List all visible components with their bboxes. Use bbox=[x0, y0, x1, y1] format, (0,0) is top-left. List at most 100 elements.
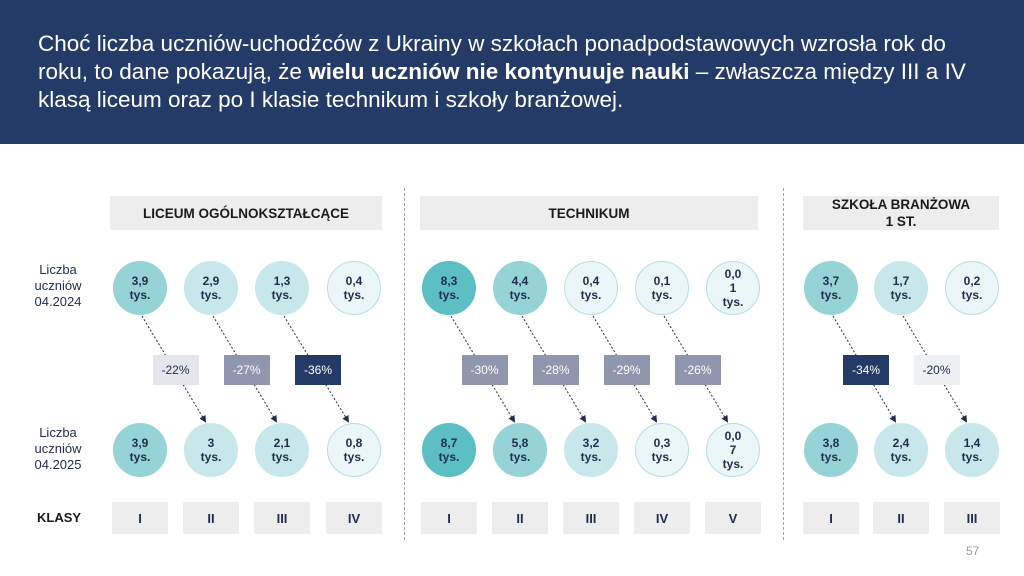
student-count-text: tys. bbox=[129, 288, 151, 302]
student-count-text: tys. bbox=[722, 457, 744, 471]
student-count-text: 1 bbox=[729, 281, 737, 295]
student-count-text: 2,9 bbox=[202, 274, 220, 288]
student-count-text: tys. bbox=[820, 288, 842, 302]
student-count-text: 2,4 bbox=[892, 436, 910, 450]
student-count-text: 0,3 bbox=[653, 436, 671, 450]
student-count-text: 3,8 bbox=[822, 436, 840, 450]
count-2024-liceum-I: 3,9 tys. bbox=[113, 261, 167, 315]
student-count-text: 4,4 bbox=[511, 274, 529, 288]
count-2024-liceum-IV: 0,4 tys. bbox=[327, 261, 381, 315]
count-2024-branzowa-II: 1,7 tys. bbox=[874, 261, 928, 315]
count-2025-branzowa-III: 1,4 tys. bbox=[945, 423, 999, 477]
section-label-technikum: TECHNIKUM bbox=[420, 196, 758, 230]
student-count-text: 0,8 bbox=[345, 436, 363, 450]
slide-title: Choć liczba uczniów-uchodźców z Ukrainy … bbox=[38, 31, 966, 112]
student-count-text: tys. bbox=[271, 450, 293, 464]
student-count-text: 8,3 bbox=[440, 274, 458, 288]
count-2025-liceum-IV: 0,8 tys. bbox=[327, 423, 381, 477]
count-2025-liceum-II: 3 tys. bbox=[184, 423, 238, 477]
student-count-text: tys. bbox=[438, 450, 460, 464]
student-count-text: tys. bbox=[580, 288, 602, 302]
student-count-text: 0,1 bbox=[653, 274, 671, 288]
student-count-text: 5,8 bbox=[511, 436, 529, 450]
student-count-text: 1,3 bbox=[273, 274, 291, 288]
student-count-text: tys. bbox=[961, 450, 983, 464]
student-count-text: tys. bbox=[890, 450, 912, 464]
class-label-liceum-II: II bbox=[183, 502, 239, 534]
student-count-text: tys. bbox=[438, 288, 460, 302]
class-label-liceum-IV: IV bbox=[326, 502, 382, 534]
title-banner: Choć liczba uczniów-uchodźców z Ukrainy … bbox=[0, 0, 1024, 144]
class-label-technikum-III: III bbox=[563, 502, 619, 534]
class-label-technikum-V: V bbox=[705, 502, 761, 534]
student-count-text: 3,9 bbox=[131, 436, 149, 450]
row-label-2024: Liczba uczniów 04.2024 bbox=[34, 262, 82, 309]
student-count-text: 0,0 bbox=[724, 267, 742, 281]
student-count-text: 0,4 bbox=[582, 274, 600, 288]
count-2024-liceum-II: 2,9 tys. bbox=[184, 261, 238, 315]
change-badge-technikum-III-IV: -29% bbox=[603, 355, 650, 385]
student-count-text: tys. bbox=[651, 450, 673, 464]
count-2024-branzowa-III: 0,2 tys. bbox=[945, 261, 999, 315]
class-label-branzowa-III: III bbox=[944, 502, 1000, 534]
count-2024-technikum-IV: 0,1 tys. bbox=[635, 261, 689, 315]
class-label-liceum-I: I bbox=[112, 502, 168, 534]
student-count-text: tys. bbox=[509, 450, 531, 464]
student-count-text: 1,4 bbox=[963, 436, 981, 450]
class-label-technikum-I: I bbox=[421, 502, 477, 534]
count-2025-branzowa-I: 3,8 tys. bbox=[804, 423, 858, 477]
student-count-text: 0,4 bbox=[345, 274, 363, 288]
student-count-text: 1,7 bbox=[892, 274, 910, 288]
count-2024-technikum-III: 0,4 tys. bbox=[564, 261, 618, 315]
row-label-2025: Liczba uczniów 04.2025 bbox=[34, 425, 82, 472]
student-count-text: 7 bbox=[729, 443, 737, 457]
count-2025-technikum-III: 3,2 tys. bbox=[564, 423, 618, 477]
section-label-branzowa: SZKOŁA BRANŻOWA 1 ST. bbox=[803, 196, 999, 230]
student-count-text: tys. bbox=[343, 288, 365, 302]
change-badge-technikum-IV-V: -26% bbox=[674, 355, 721, 385]
count-2024-technikum-V: 0,0 1 tys. bbox=[706, 261, 760, 315]
class-label-branzowa-I: I bbox=[803, 502, 859, 534]
student-count-text: tys. bbox=[722, 295, 744, 309]
student-count-text: tys. bbox=[820, 450, 842, 464]
student-count-text: 0,0 bbox=[724, 429, 742, 443]
student-count-text: tys. bbox=[509, 288, 531, 302]
student-count-text: 0,2 bbox=[963, 274, 981, 288]
student-count-text: 3 bbox=[207, 436, 215, 450]
change-badge-technikum-I-II: -30% bbox=[461, 355, 508, 385]
class-label-technikum-II: II bbox=[492, 502, 548, 534]
count-2024-technikum-I: 8,3 tys. bbox=[422, 261, 476, 315]
change-badge-liceum-III-IV: -36% bbox=[295, 355, 341, 385]
class-label-liceum-III: III bbox=[254, 502, 310, 534]
count-2025-technikum-IV: 0,3 tys. bbox=[635, 423, 689, 477]
student-count-text: tys. bbox=[200, 288, 222, 302]
count-2025-liceum-I: 3,9 tys. bbox=[113, 423, 167, 477]
student-count-text: tys. bbox=[129, 450, 151, 464]
student-count-text: 3,9 bbox=[131, 274, 149, 288]
change-badge-technikum-II-III: -28% bbox=[532, 355, 579, 385]
student-count-text: tys. bbox=[890, 288, 912, 302]
class-label-branzowa-II: II bbox=[873, 502, 929, 534]
class-label-technikum-IV: IV bbox=[634, 502, 690, 534]
student-count-text: tys. bbox=[343, 450, 365, 464]
student-count-text: 3,2 bbox=[582, 436, 600, 450]
student-count-text: tys. bbox=[651, 288, 673, 302]
student-count-text: 8,7 bbox=[440, 436, 458, 450]
student-count-text: tys. bbox=[271, 288, 293, 302]
count-2024-liceum-III: 1,3 tys. bbox=[255, 261, 309, 315]
count-2025-technikum-I: 8,7 tys. bbox=[422, 423, 476, 477]
student-count-text: 3,7 bbox=[822, 274, 840, 288]
student-count-text: tys. bbox=[961, 288, 983, 302]
student-count-text: tys. bbox=[200, 450, 222, 464]
section-divider bbox=[783, 188, 784, 540]
section-label-liceum: LICEUM OGÓLNOKSZTAŁCĄCE bbox=[110, 196, 382, 230]
count-2025-technikum-II: 5,8 tys. bbox=[493, 423, 547, 477]
count-2024-technikum-II: 4,4 tys. bbox=[493, 261, 547, 315]
student-count-text: 2,1 bbox=[273, 436, 291, 450]
page-number: 57 bbox=[966, 544, 980, 558]
student-count-text: tys. bbox=[580, 450, 602, 464]
section-divider bbox=[404, 188, 405, 540]
row-label-classes: KLASY bbox=[37, 510, 82, 525]
change-badge-liceum-II-III: -27% bbox=[223, 355, 270, 385]
count-2024-branzowa-I: 3,7 tys. bbox=[804, 261, 858, 315]
